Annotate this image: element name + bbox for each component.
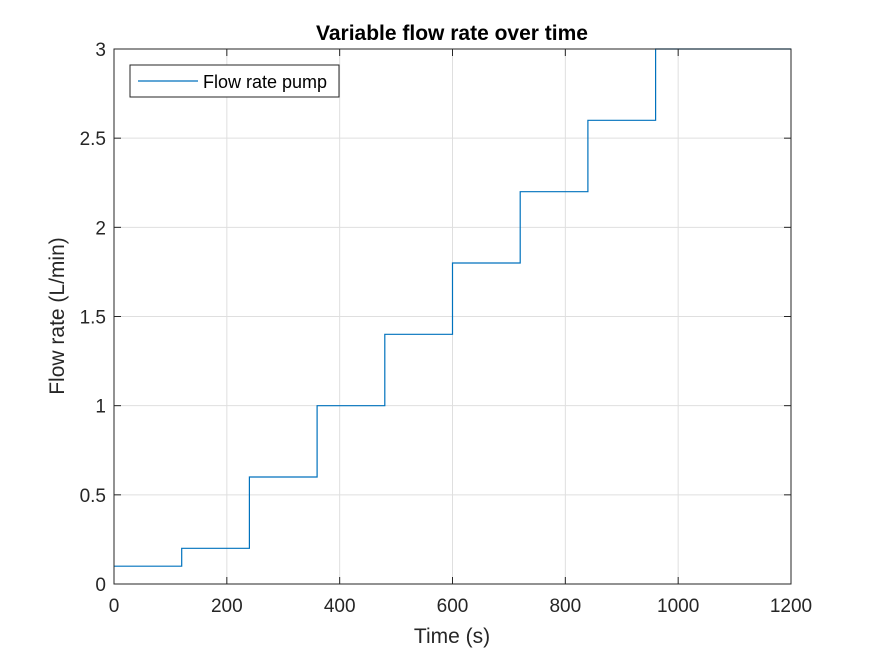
y-tick-label: 2	[95, 218, 106, 239]
y-tick-label: 0.5	[80, 486, 106, 507]
y-tick-label: 1	[95, 397, 106, 418]
series-layer	[114, 48, 791, 567]
x-tick-label: 200	[211, 596, 243, 617]
ticks	[113, 48, 792, 585]
x-tick-label: 0	[109, 596, 120, 617]
y-tick-label: 2.5	[80, 129, 106, 150]
x-axis-label: Time (s)	[414, 625, 490, 648]
x-tick-label: 600	[437, 596, 469, 617]
legend: Flow rate pump	[129, 64, 340, 98]
x-tick-label: 1000	[657, 596, 699, 617]
y-tick-labels: 0 0.5 1 1.5 2 2.5 3	[80, 40, 106, 596]
x-tick-label: 1200	[770, 596, 812, 617]
y-tick-label: 0	[95, 575, 106, 596]
x-tick-labels: 0 200 400 600 800 1000 1200	[109, 596, 812, 617]
y-tick-label: 1.5	[80, 308, 106, 329]
legend-box	[129, 64, 340, 98]
x-tick-label: 800	[549, 596, 581, 617]
y-tick-label: 3	[95, 40, 106, 61]
legend-entry-label: Flow rate pump	[203, 72, 327, 92]
x-tick-label: 400	[324, 596, 356, 617]
chart-title: Variable flow rate over time	[316, 22, 588, 45]
y-axis-label: Flow rate (L/min)	[46, 237, 69, 395]
series-line-flow-rate-pump	[114, 48, 791, 567]
